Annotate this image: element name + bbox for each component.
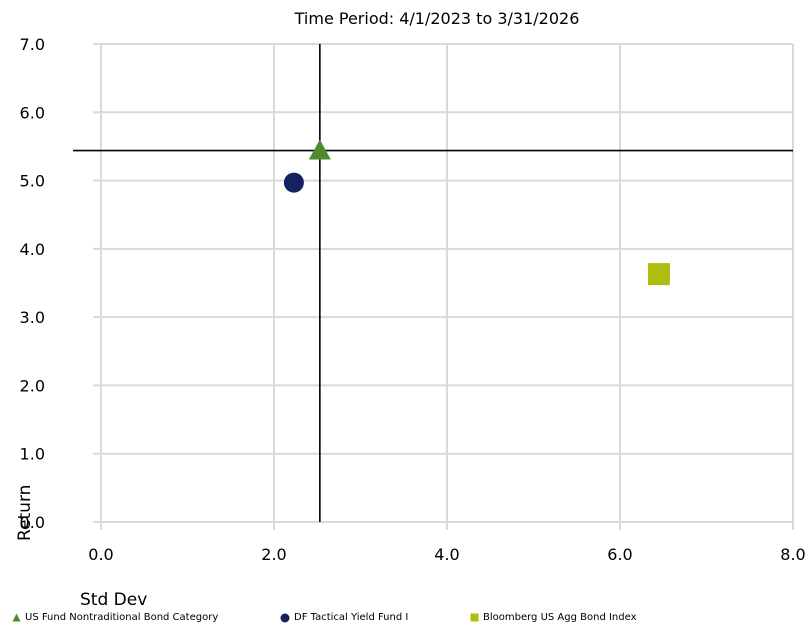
- legend-item-category: US Fund Nontraditional Bond Category: [12, 612, 280, 623]
- data-points: [283, 139, 670, 286]
- x-tick-label: 6.0: [607, 545, 632, 564]
- y-tick-label: 6.0: [20, 103, 45, 122]
- x-axis-ticks: 0.0 2.0 4.0 6.0 8.0: [88, 522, 806, 564]
- legend-label: US Fund Nontraditional Bond Category: [25, 612, 219, 623]
- legend-item-index: Bloomberg US Agg Bond Index: [470, 612, 637, 623]
- legend-label: Bloomberg US Agg Bond Index: [483, 612, 637, 623]
- x-tick-label: 8.0: [780, 545, 805, 564]
- x-axis-title: Std Dev: [80, 590, 147, 610]
- chart-title: Time Period: 4/1/2023 to 3/31/2026: [294, 9, 580, 28]
- grid-lines: [100, 43, 794, 523]
- x-tick-label: 4.0: [434, 545, 459, 564]
- y-tick-label: 3.0: [20, 308, 45, 327]
- fund-point-circle: [283, 172, 304, 193]
- y-tick-label: 5.0: [20, 172, 45, 191]
- crosshair-lines: [73, 44, 793, 522]
- x-tick-label: 0.0: [88, 545, 113, 564]
- y-tick-label: 7.0: [20, 35, 45, 54]
- y-axis-title: Return: [15, 485, 35, 541]
- category-point-triangle: [308, 139, 331, 160]
- legend: US Fund Nontraditional Bond Category DF …: [12, 612, 637, 623]
- index-point-square: [647, 263, 670, 286]
- square-icon: [470, 613, 479, 622]
- x-tick-label: 2.0: [261, 545, 286, 564]
- y-tick-label: 2.0: [20, 376, 45, 395]
- y-tick-label: 1.0: [20, 445, 45, 464]
- triangle-icon: [12, 613, 21, 622]
- legend-item-fund: DF Tactical Yield Fund I: [280, 612, 470, 623]
- y-tick-label: 0.0: [20, 513, 45, 532]
- legend-label: DF Tactical Yield Fund I: [294, 612, 409, 623]
- circle-icon: [280, 613, 290, 622]
- y-tick-label: 4.0: [20, 240, 45, 259]
- y-axis-ticks: 0.0 1.0 2.0 3.0 4.0 5.0 6.0 7.0: [20, 35, 101, 532]
